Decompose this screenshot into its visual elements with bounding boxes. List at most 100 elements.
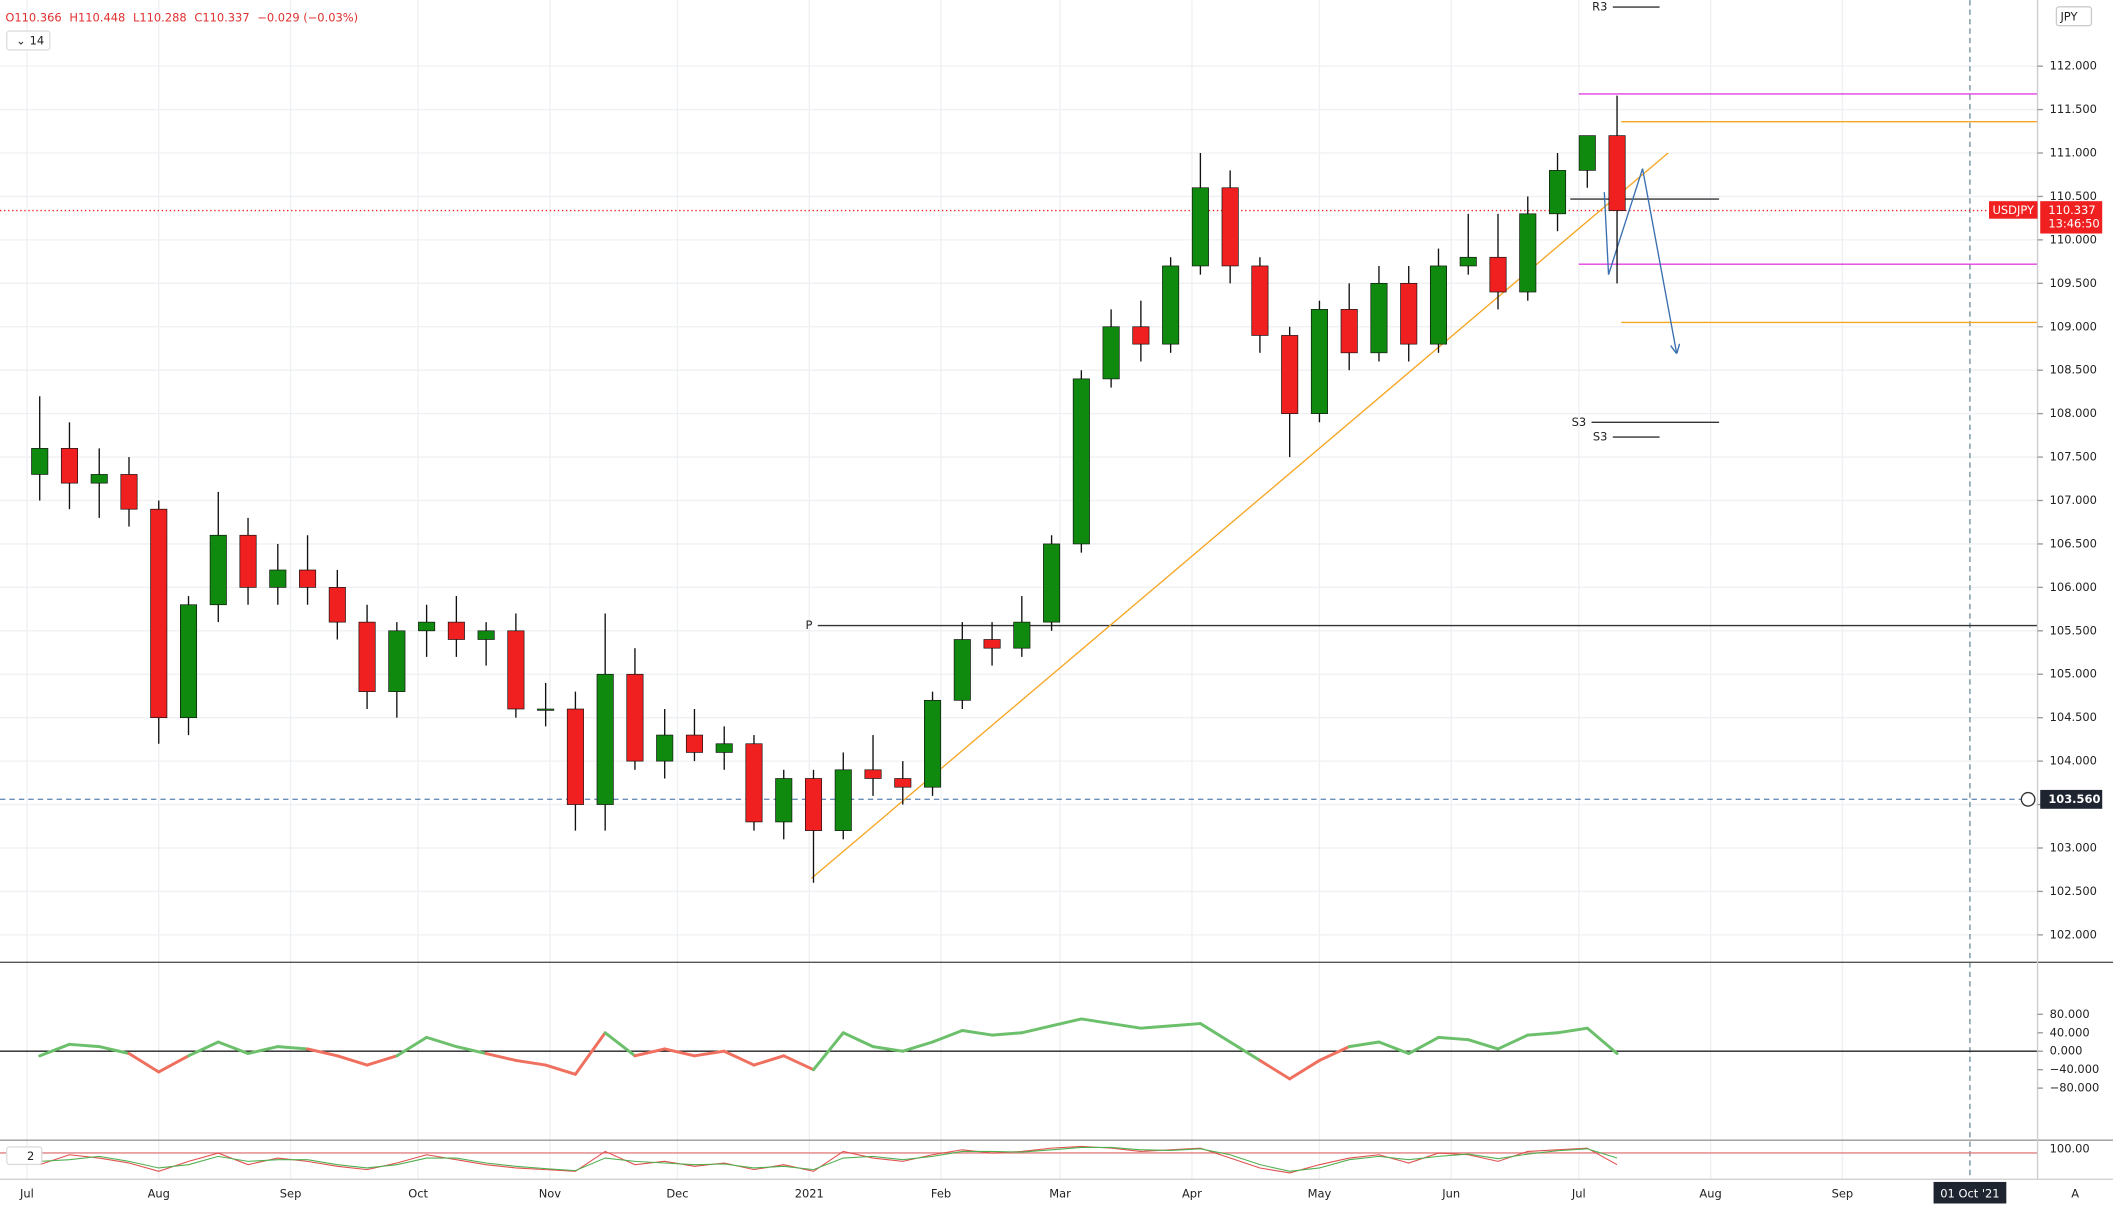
osc-segment — [454, 1045, 488, 1056]
y-tick-label: 104.500 — [2050, 710, 2097, 724]
ohlc-low: L110.288 — [133, 10, 187, 24]
candle-body — [120, 474, 138, 510]
y-tick-label: 104.000 — [2050, 754, 2097, 768]
candle-body — [239, 534, 257, 588]
projection-path — [1603, 168, 1676, 353]
candle-body — [1370, 282, 1388, 354]
candle-body — [1429, 265, 1448, 345]
osc-segment — [306, 1047, 339, 1058]
osc-segment — [1496, 1033, 1530, 1051]
candle-body — [507, 630, 525, 710]
candle-body — [388, 630, 406, 692]
osc-segment — [1407, 1035, 1440, 1056]
crosshair-price: 103.560 — [2048, 792, 2100, 806]
osc-segment — [812, 1031, 845, 1072]
pivot-label: S3 — [1572, 415, 1587, 429]
candle-body — [447, 621, 465, 640]
candle-body — [596, 673, 614, 805]
candle-body — [418, 621, 436, 632]
candle-body — [775, 778, 793, 823]
osc-segment — [216, 1040, 250, 1056]
candle-body — [1400, 282, 1418, 345]
osc-segment — [692, 1049, 726, 1058]
osc-segment — [990, 1031, 1024, 1037]
x-tick-label: Nov — [539, 1187, 562, 1201]
candle-body — [1519, 213, 1537, 293]
y-tick-label: 107.000 — [2050, 493, 2097, 507]
candle-body — [1132, 326, 1150, 345]
osc-segment — [633, 1047, 667, 1058]
candle-body — [1102, 326, 1120, 380]
osc-segment — [1466, 1038, 1500, 1051]
osc-segment — [573, 1031, 607, 1076]
ohlc-close: C110.337 — [194, 10, 249, 24]
osc-segment — [38, 1042, 71, 1058]
y-tick-label: 111.000 — [2050, 146, 2097, 160]
osc-segment — [782, 1054, 815, 1072]
x-tick-label: Jun — [1441, 1187, 1460, 1201]
osc-segment — [484, 1052, 518, 1062]
pivot-label: P — [805, 618, 812, 632]
y-tick-label: 105.500 — [2050, 623, 2097, 637]
candle-body — [715, 743, 733, 753]
osc-segment — [544, 1063, 577, 1076]
osc-tick-label: 0.000 — [2050, 1044, 2083, 1058]
osc-segment — [1258, 1058, 1292, 1081]
crosshair-tag — [2040, 789, 2103, 809]
osc-segment — [157, 1054, 190, 1074]
pivot-label: R3 — [1592, 0, 1607, 14]
osc-segment — [931, 1028, 964, 1044]
x-tick-label: Mar — [1049, 1187, 1071, 1201]
candle-body — [656, 734, 674, 762]
osc-segment — [901, 1040, 935, 1053]
candle-body — [31, 448, 49, 475]
stochastic-label: 2 — [27, 1149, 34, 1163]
indicator-badge[interactable] — [6, 30, 51, 51]
pivot-label: S3 — [1593, 430, 1608, 444]
osc-segment — [1079, 1017, 1113, 1026]
candle-body — [953, 639, 971, 701]
x-tick-label: May — [1308, 1187, 1332, 1201]
candle-body — [1578, 135, 1596, 171]
y-tick-label: 109.500 — [2050, 276, 2097, 290]
osc-segment — [722, 1049, 756, 1067]
candle-body — [1072, 378, 1090, 545]
currency-button[interactable] — [2055, 6, 2093, 27]
x-tick-label: Jul — [1571, 1187, 1586, 1201]
stochastic-badge[interactable] — [6, 1146, 43, 1166]
candle-body — [626, 673, 644, 762]
x-tick-label: 2021 — [795, 1187, 824, 1201]
ohlc-high: H110.448 — [69, 10, 125, 24]
candle-body — [477, 630, 495, 640]
osc-segment — [1198, 1022, 1232, 1044]
osc-segment — [871, 1045, 905, 1053]
osc-segment — [187, 1040, 220, 1058]
osc-segment — [1020, 1024, 1054, 1035]
candle-body — [1221, 187, 1239, 267]
indicator-toggle: ⌄ — [16, 34, 26, 48]
candle-body — [328, 587, 346, 623]
auto-scale-button[interactable]: A — [2071, 1187, 2079, 1201]
osc-segment — [960, 1028, 994, 1037]
candle-body — [983, 639, 1001, 649]
x-tick-label: Oct — [408, 1187, 428, 1201]
osc-segment — [335, 1054, 369, 1067]
osc-segment — [752, 1054, 786, 1067]
y-tick-label: 106.500 — [2050, 536, 2097, 550]
osc-segment — [1228, 1040, 1262, 1062]
osc-segment — [127, 1052, 161, 1074]
symbol-tag — [1989, 201, 2038, 219]
x-tick-label: Aug — [148, 1187, 170, 1201]
candle-body — [1459, 256, 1477, 267]
candle-body — [1489, 256, 1507, 293]
x-tick-label: Jul — [19, 1187, 34, 1201]
osc-segment — [1347, 1040, 1381, 1049]
x-tick-label: Aug — [1699, 1187, 1721, 1201]
osc-segment — [1288, 1058, 1321, 1081]
candle-body — [1608, 135, 1626, 211]
y-tick-label: 103.000 — [2050, 840, 2097, 854]
ohlc-change: −0.029 (−0.03%) — [257, 10, 358, 24]
candle-body — [1013, 621, 1031, 649]
